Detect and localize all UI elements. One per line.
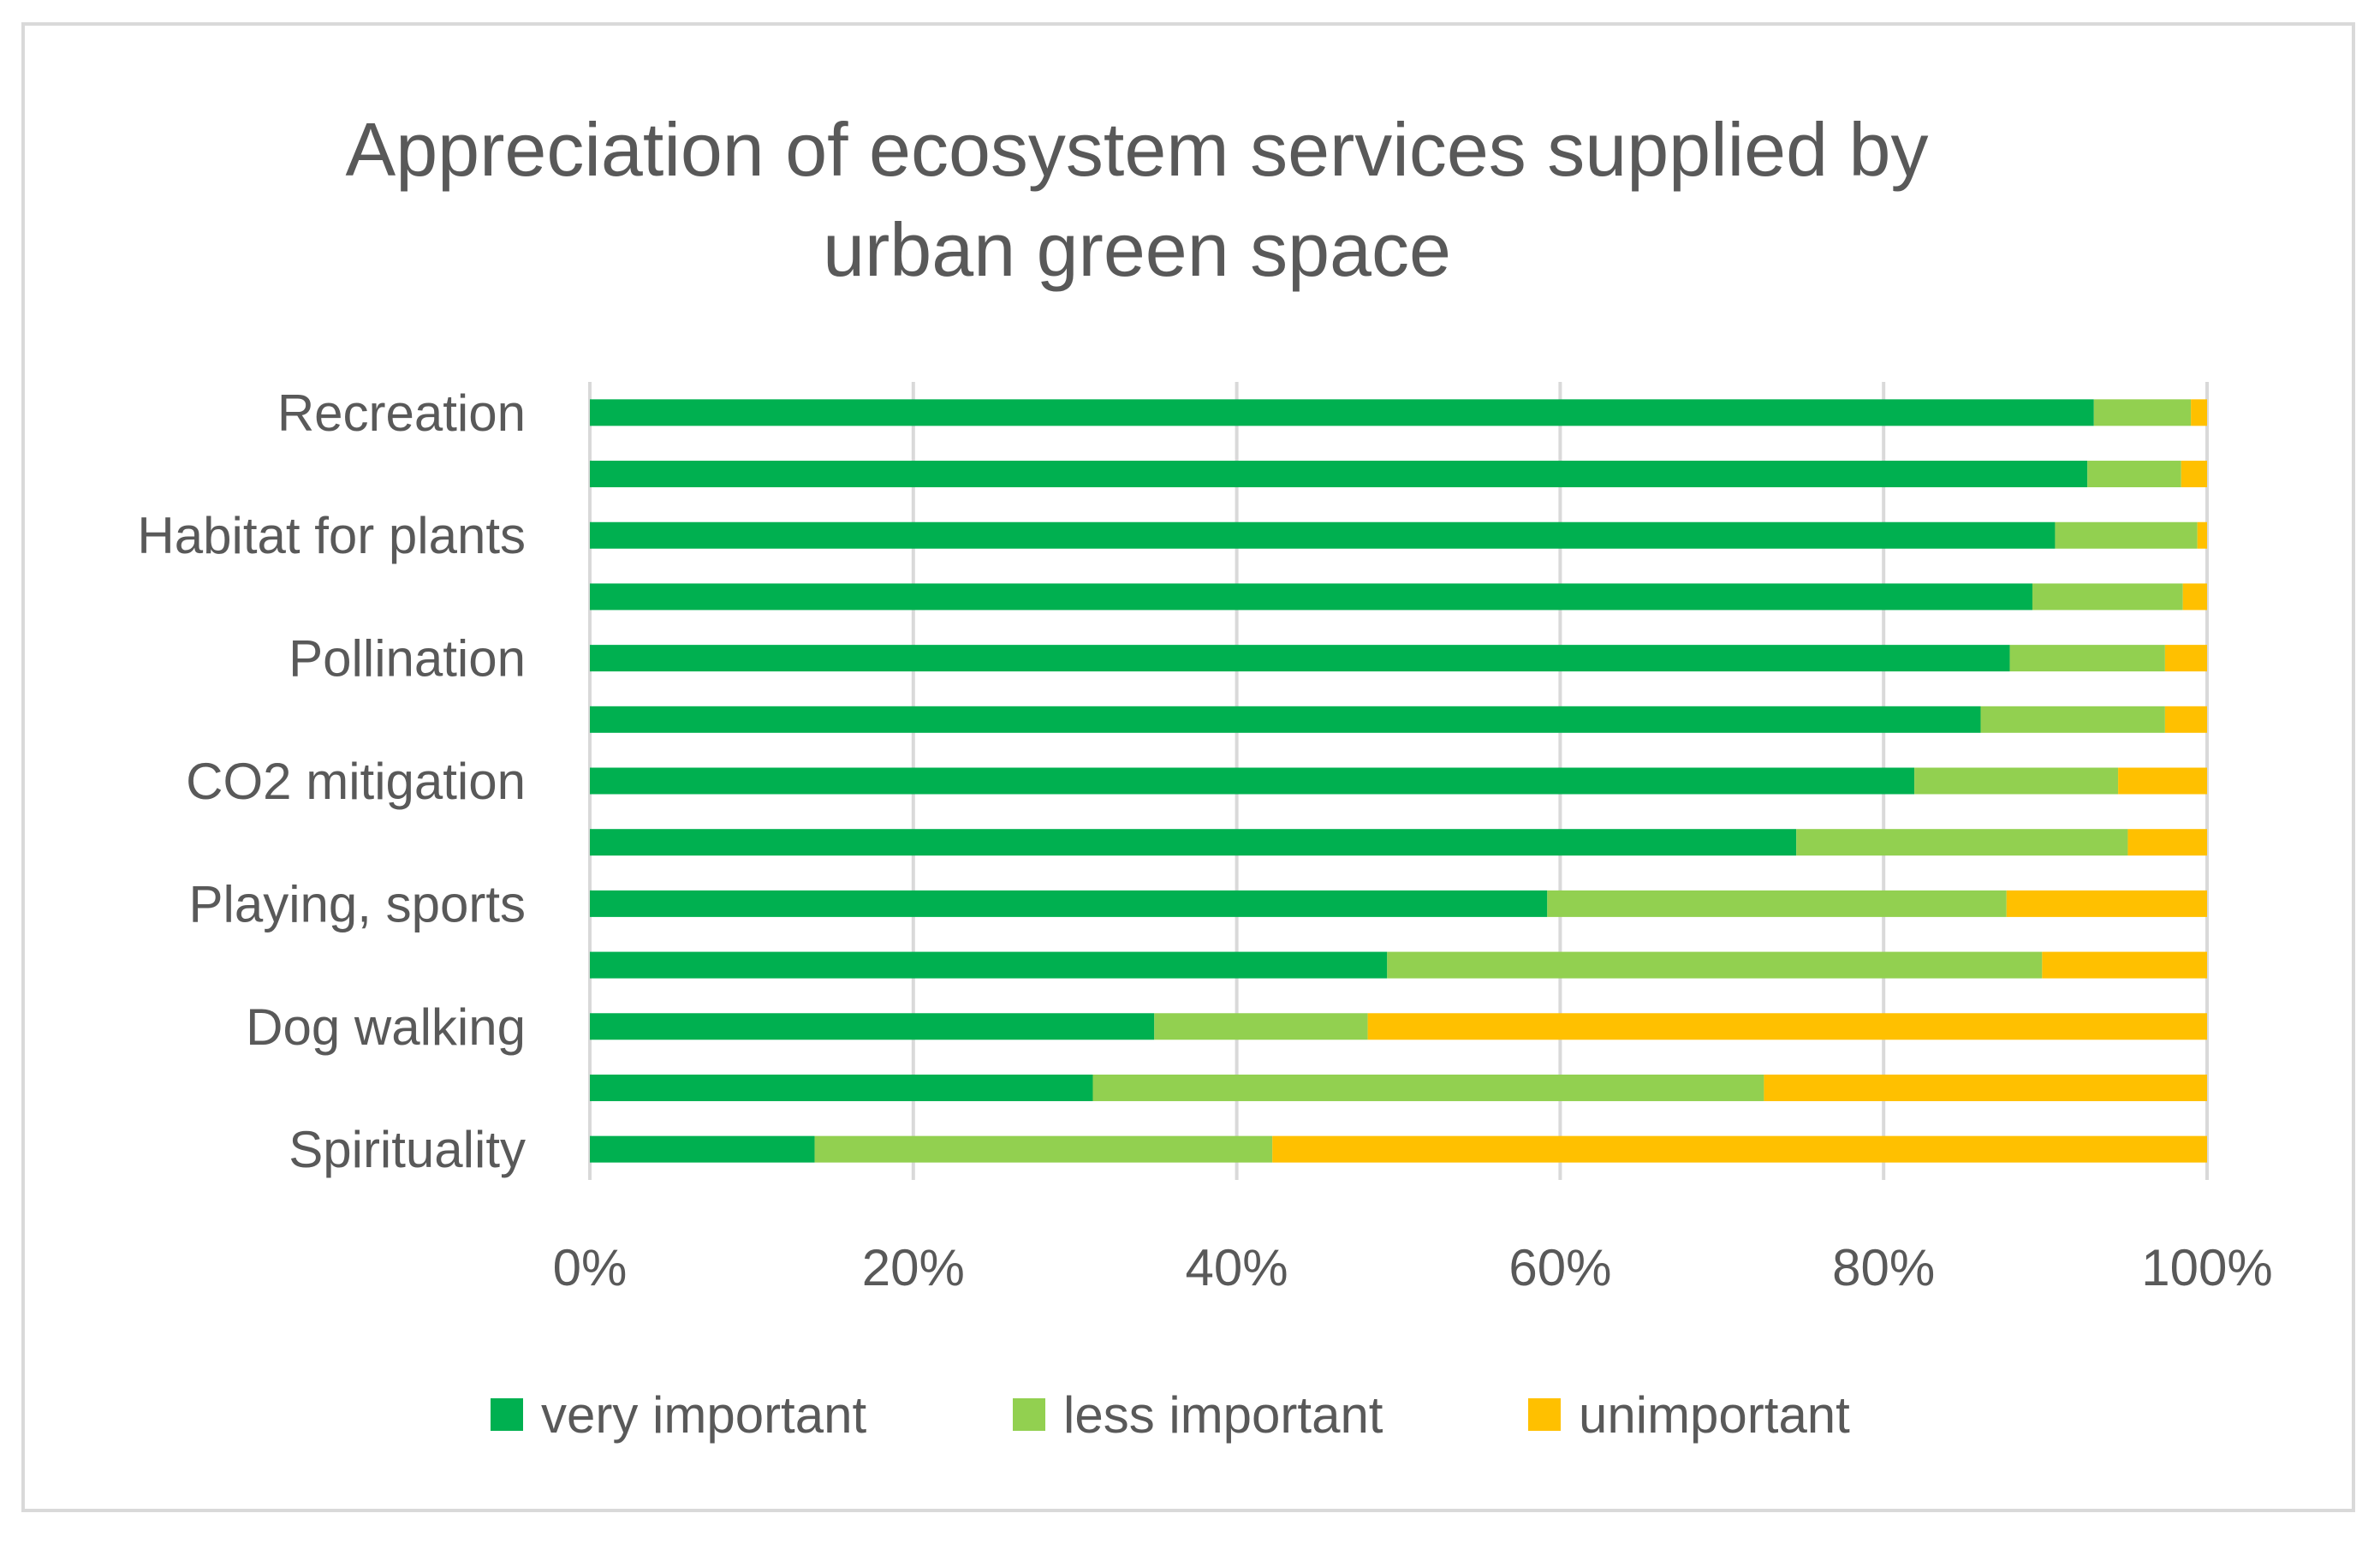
- legend: very important less important unimportant: [491, 1386, 1850, 1444]
- x-tick-label: 0%: [553, 1239, 628, 1296]
- bar-segment-less-important: [814, 1135, 1273, 1163]
- bar-segment-unimportant: [2118, 767, 2207, 795]
- bar-segment-less-important: [1547, 890, 2007, 917]
- bar-segment-less-important: [2055, 521, 2198, 549]
- category-label: Pollination: [289, 630, 526, 688]
- bar-segment-very-important: [590, 890, 1548, 917]
- x-tick-label: 100%: [2141, 1239, 2272, 1296]
- bar-segment-less-important: [2032, 583, 2183, 611]
- chart-title-line-1: Appreciation of ecosystem services suppl…: [346, 107, 1929, 192]
- bar-segment-unimportant: [2181, 461, 2207, 488]
- x-tick-label: 80%: [1832, 1239, 1935, 1296]
- bar-segment-very-important: [590, 1013, 1155, 1040]
- category-label: Spirituality: [289, 1121, 526, 1178]
- bar-segment-unimportant: [2042, 951, 2207, 979]
- bar-segment-less-important: [1980, 706, 2165, 733]
- bar-segment-less-important: [1796, 829, 2128, 856]
- category-labels: Recreation Habitat for plants Pollination C…: [137, 384, 526, 1178]
- bar-segment-unimportant: [2164, 645, 2207, 672]
- chart-frame: [21, 22, 2355, 1512]
- bar-segment-less-important: [1154, 1013, 1368, 1040]
- category-label: Dog walking: [246, 998, 526, 1056]
- bar-segment-less-important: [1092, 1074, 1764, 1101]
- bar-segment-very-important: [590, 645, 2010, 672]
- category-label: CO2 mitigation: [186, 753, 526, 810]
- bar-segment-less-important: [2093, 399, 2192, 426]
- legend-label: very important: [541, 1386, 866, 1444]
- legend-swatch: [1013, 1398, 1045, 1431]
- x-tick-label: 40%: [1186, 1239, 1288, 1296]
- legend-label: less important: [1063, 1386, 1383, 1444]
- bar-segment-very-important: [590, 829, 1797, 856]
- bar-segment-less-important: [2087, 461, 2181, 488]
- bar-segment-less-important: [2009, 645, 2165, 672]
- chart-title-line-2: urban green space: [823, 207, 1451, 292]
- bar-segment-very-important: [590, 521, 2056, 549]
- category-label: Recreation: [277, 384, 526, 442]
- bar-segment-unimportant: [2182, 583, 2207, 611]
- category-label: Playing, sports: [188, 875, 526, 932]
- chart-title: Appreciation of ecosystem services suppl…: [346, 107, 1929, 292]
- x-tick-label: 60%: [1508, 1239, 1611, 1296]
- legend-swatch: [1528, 1398, 1561, 1431]
- bar-segment-less-important: [1914, 767, 2119, 795]
- bar-segment-unimportant: [1764, 1074, 2207, 1101]
- bar-segment-very-important: [590, 767, 1915, 795]
- bar-segment-very-important: [590, 583, 2032, 611]
- bars: [590, 399, 2207, 1163]
- legend-swatch: [491, 1398, 523, 1431]
- bar-segment-unimportant: [1367, 1013, 2207, 1040]
- bar-segment-very-important: [590, 1074, 1093, 1101]
- x-axis-tick-labels: 0% 20% 40% 60% 80% 100%: [553, 1239, 2273, 1296]
- bar-segment-very-important: [590, 706, 1981, 733]
- legend-label: unimportant: [1579, 1386, 1850, 1444]
- bar-segment-unimportant: [2164, 706, 2207, 733]
- bar-segment-unimportant: [2191, 399, 2207, 426]
- x-tick-label: 20%: [862, 1239, 965, 1296]
- bar-segment-very-important: [590, 399, 2094, 426]
- bar-segment-very-important: [590, 1135, 815, 1163]
- bar-segment-unimportant: [1272, 1135, 2207, 1163]
- bar-segment-less-important: [1387, 951, 2043, 979]
- bar-segment-very-important: [590, 461, 2088, 488]
- bar-segment-unimportant: [2006, 890, 2207, 917]
- bar-segment-very-important: [590, 951, 1388, 979]
- bar-segment-unimportant: [2127, 829, 2207, 856]
- bar-segment-unimportant: [2197, 521, 2207, 549]
- category-label: Habitat for plants: [137, 507, 526, 564]
